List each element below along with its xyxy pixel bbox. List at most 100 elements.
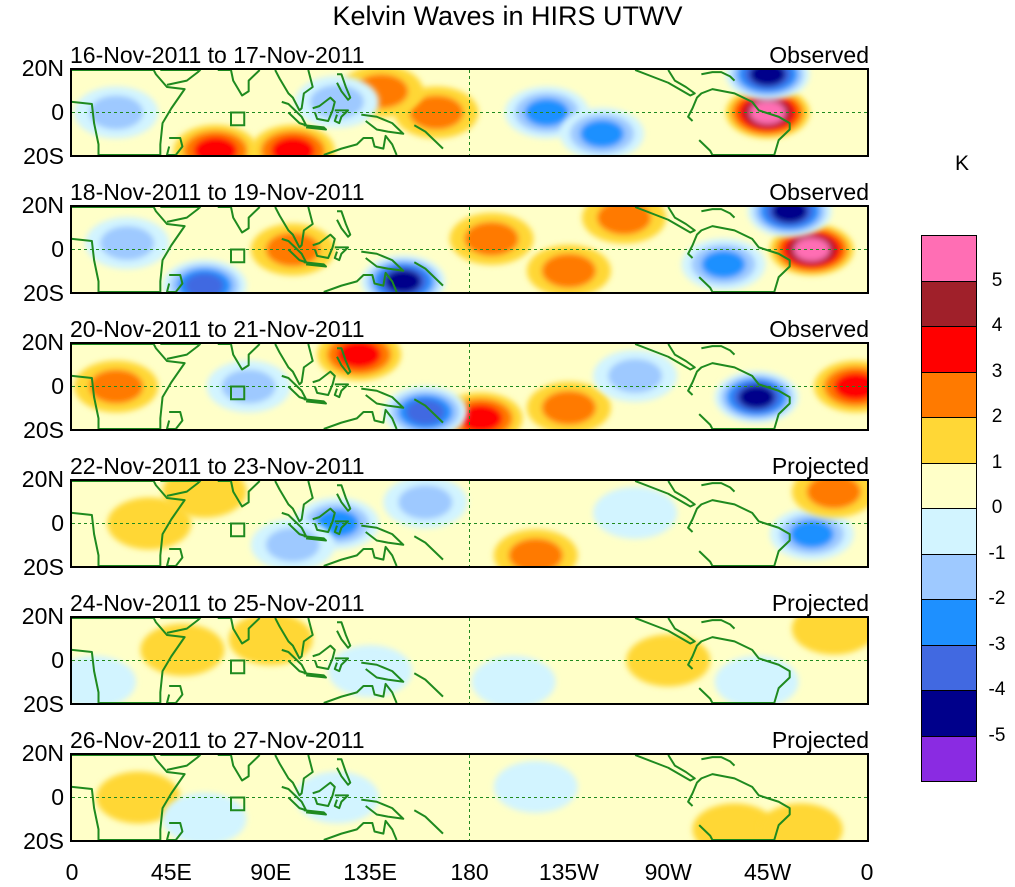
pacific-islands bbox=[413, 672, 444, 698]
anomaly-blob bbox=[162, 792, 247, 840]
colorbar-level-label: -1 bbox=[988, 542, 1006, 564]
anomaly-contour bbox=[471, 655, 556, 703]
anomaly-contour bbox=[270, 136, 315, 155]
anomaly-blob bbox=[140, 623, 225, 676]
map-svg bbox=[72, 344, 867, 429]
pacific-islands bbox=[413, 124, 444, 150]
arabia-coast bbox=[160, 344, 202, 360]
map-svg bbox=[72, 70, 867, 155]
anomaly-blob bbox=[471, 655, 556, 703]
sumatra-coast bbox=[281, 648, 308, 675]
anomaly-map bbox=[70, 479, 869, 568]
indochina-coast bbox=[274, 481, 314, 523]
australia-coast bbox=[323, 545, 398, 566]
philippines-coast bbox=[336, 210, 352, 238]
anomaly-map bbox=[70, 753, 869, 842]
java-coast bbox=[303, 672, 327, 679]
anomaly-map bbox=[70, 205, 869, 294]
madagascar-coast bbox=[165, 822, 184, 840]
anomaly-contour bbox=[398, 485, 453, 520]
madagascar-coast bbox=[165, 411, 184, 429]
colorbar-level-label: -5 bbox=[988, 724, 1006, 746]
colorbar-swatch bbox=[921, 644, 977, 691]
colorbar-swatch bbox=[921, 235, 977, 282]
pacific-islands bbox=[413, 535, 444, 561]
target-region-box bbox=[230, 111, 246, 127]
panel-status-label: Projected bbox=[771, 727, 869, 753]
anomaly-blob bbox=[526, 244, 611, 292]
colorbar-level-label: 4 bbox=[991, 315, 1003, 336]
colorbar-swatch bbox=[921, 371, 977, 418]
indochina-coast bbox=[274, 207, 314, 249]
colorbar-swatch bbox=[921, 326, 977, 373]
anomaly-blob bbox=[791, 481, 867, 518]
longitude-tick-label: 45W bbox=[743, 859, 792, 885]
colorbar-level-label: 1 bbox=[991, 451, 1003, 473]
longitude-tick-label: 0 bbox=[65, 859, 79, 885]
colorbar-swatch bbox=[921, 417, 977, 464]
anomaly-contour bbox=[493, 760, 578, 813]
anomaly-contour bbox=[608, 358, 663, 393]
anomaly-contour bbox=[833, 372, 867, 401]
central-america-coast bbox=[634, 481, 696, 508]
africa-coast bbox=[72, 344, 186, 429]
latitude-tick-label: 0 bbox=[51, 236, 64, 262]
anomaly-blob bbox=[162, 481, 247, 518]
anomaly-blob bbox=[383, 481, 468, 529]
australia-coast bbox=[323, 271, 398, 292]
anomaly-contour bbox=[162, 792, 247, 840]
anomaly-blob bbox=[107, 497, 192, 550]
australia-coast bbox=[323, 408, 398, 429]
central-america-coast bbox=[634, 70, 696, 97]
longitude-tick-label: 45E bbox=[150, 859, 192, 885]
anomaly-blob bbox=[250, 223, 335, 276]
pacific-islands bbox=[413, 261, 444, 287]
panel-date-range: 24-Nov-2011 to 25-Nov-2011 bbox=[70, 590, 365, 616]
latitude-tick-label: 0 bbox=[51, 99, 64, 125]
panel-status-label: Observed bbox=[769, 42, 869, 68]
anomaly-blob bbox=[769, 508, 854, 561]
sulawesi-coast bbox=[333, 109, 350, 125]
anomaly-blob bbox=[758, 803, 843, 840]
africa-coast bbox=[72, 755, 186, 840]
madagascar-coast bbox=[165, 137, 184, 155]
colorbar-swatch bbox=[921, 462, 977, 509]
caribbean-islands bbox=[701, 482, 736, 493]
pacific-islands bbox=[413, 809, 444, 835]
anomaly-contour bbox=[162, 481, 247, 518]
sumatra-coast bbox=[281, 511, 308, 538]
sumatra-coast bbox=[281, 100, 308, 127]
anomaly-contour bbox=[409, 95, 464, 130]
borneo-coast bbox=[312, 507, 336, 533]
anomaly-blob bbox=[526, 381, 611, 429]
anomaly-contour bbox=[464, 221, 519, 256]
sulawesi-coast bbox=[333, 657, 350, 673]
panel-date-range: 26-Nov-2011 to 27-Nov-2011 bbox=[70, 727, 365, 753]
anomaly-blob bbox=[593, 486, 678, 539]
india-coast bbox=[217, 481, 261, 508]
madagascar-coast bbox=[165, 274, 184, 292]
panel-status-label: Projected bbox=[771, 453, 869, 479]
panel-date-range: 16-Nov-2011 to 17-Nov-2011 bbox=[70, 42, 365, 68]
anomaly-blob bbox=[725, 70, 810, 101]
sulawesi-coast bbox=[333, 383, 350, 399]
colorbar-swatch bbox=[921, 508, 977, 555]
map-svg bbox=[72, 481, 867, 566]
pacific-islands bbox=[413, 398, 444, 424]
sumatra-coast bbox=[281, 374, 308, 401]
panel-status-label: Observed bbox=[769, 179, 869, 205]
anomaly-contour bbox=[806, 481, 861, 509]
anomaly-blob bbox=[250, 124, 335, 155]
anomaly-contour bbox=[580, 119, 624, 148]
java-coast bbox=[303, 809, 327, 816]
caribbean-islands bbox=[701, 208, 736, 219]
anomaly-contour bbox=[337, 344, 382, 369]
colorbar-level-label: 0 bbox=[991, 497, 1003, 518]
australia-coast bbox=[323, 134, 398, 155]
anomaly-contour bbox=[738, 385, 775, 409]
anomaly-contour bbox=[789, 520, 834, 549]
latitude-tick-label: 20S bbox=[23, 280, 64, 306]
borneo-coast bbox=[312, 96, 336, 122]
central-america-coast bbox=[634, 207, 696, 234]
anomaly-contour bbox=[265, 527, 320, 562]
